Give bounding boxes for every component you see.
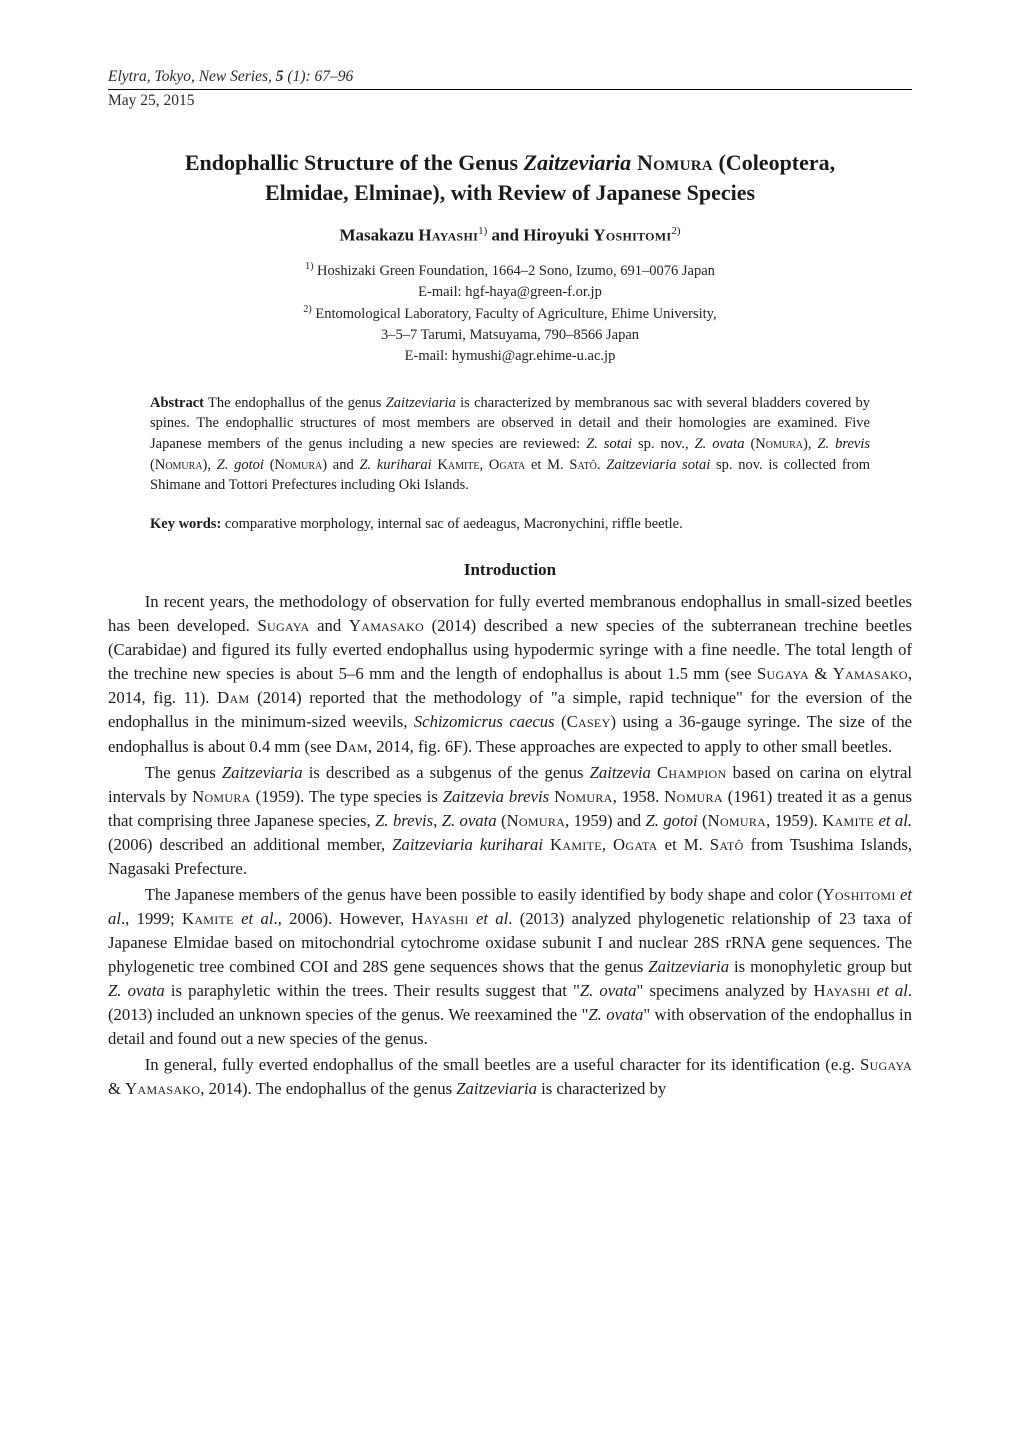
title-authority: Nomura	[631, 150, 713, 175]
affil-1-line1: Hoshizaki Green Foundation, 1664–2 Sono,…	[313, 263, 715, 279]
abstract-label: Abstract	[150, 395, 204, 411]
publication-date: May 25, 2015	[108, 92, 912, 110]
issue-pages: (1): 67–96	[284, 68, 354, 85]
author-1-affil-sup: 1)	[478, 225, 487, 237]
title-genus: Zaitzeviaria	[524, 150, 632, 175]
intro-para-2: The genus Zaitzeviaria is described as a…	[108, 761, 912, 881]
keywords: Key words: comparative morphology, inter…	[150, 514, 870, 535]
intro-para-4: In general, fully everted endophallus of…	[108, 1053, 912, 1101]
author-2-given: Hiroyuki	[523, 226, 593, 245]
affil-2-line2: 3–5–7 Tarumi, Matsuyama, 790–8566 Japan	[381, 327, 639, 343]
author-2-affil-sup: 2)	[671, 225, 680, 237]
affiliations: 1) Hoshizaki Green Foundation, 1664–2 So…	[108, 260, 912, 367]
author-conj: and	[487, 226, 523, 245]
author-1-given: Masakazu	[339, 226, 418, 245]
volume-number: 5	[276, 68, 284, 85]
affil-2-sup: 2)	[303, 304, 311, 315]
article-title: Endophallic Structure of the Genus Zaitz…	[128, 148, 892, 207]
page: Elytra, Tokyo, New Series, 5 (1): 67–96 …	[0, 0, 1020, 1440]
author-2-surname: Yoshitomi	[593, 226, 671, 245]
abstract: Abstract The endophallus of the genus Za…	[150, 393, 870, 496]
author-1-surname: Hayashi	[418, 226, 478, 245]
running-head: Elytra, Tokyo, New Series, 5 (1): 67–96	[108, 68, 912, 86]
intro-para-3: The Japanese members of the genus have b…	[108, 883, 912, 1051]
series-text: , New Series,	[191, 68, 276, 85]
header-rule	[108, 89, 912, 90]
affil-2-line3: E-mail: hymushi@agr.ehime-u.ac.jp	[405, 348, 616, 364]
section-heading-introduction: Introduction	[108, 560, 912, 580]
affil-2-line1: Entomological Laboratory, Faculty of Agr…	[312, 306, 717, 322]
journal-name-1: Elytra	[108, 68, 147, 85]
affil-1-line2: E-mail: hgf-haya@green-f.or.jp	[418, 284, 602, 300]
intro-para-1: In recent years, the methodology of obse…	[108, 590, 912, 758]
keywords-label: Key words:	[150, 516, 221, 532]
journal-name-2: Tokyo	[155, 68, 191, 85]
keywords-text: comparative morphology, internal sac of …	[221, 516, 682, 532]
authors-line: Masakazu Hayashi1) and Hiroyuki Yoshitom…	[108, 225, 912, 246]
